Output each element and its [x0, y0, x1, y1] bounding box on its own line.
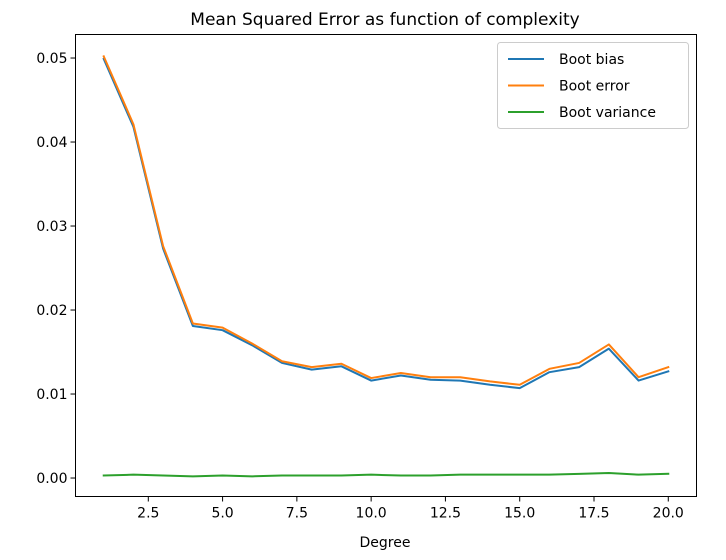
legend-label-boot-bias: Boot bias	[559, 52, 624, 68]
x-tick-label: 20.0	[653, 506, 684, 522]
chart-title: Mean Squared Error as function of comple…	[190, 10, 579, 30]
legend-label-boot-variance: Boot variance	[559, 105, 656, 121]
y-tick-label: 0.04	[36, 135, 67, 151]
y-tick-label: 0.05	[36, 51, 67, 67]
series-line-boot-variance	[102, 471, 670, 478]
legend-label-boot-error: Boot error	[559, 79, 630, 95]
plot-area-frame	[75, 34, 697, 497]
x-axis: 2.5 5.0 7.5 10.0 12.5 15.0 17.5 20.0	[137, 496, 684, 522]
y-tick-label: 0.00	[36, 471, 67, 487]
series-line-boot-error	[102, 55, 670, 386]
x-axis-label: Degree	[360, 535, 411, 551]
legend-frame	[497, 42, 689, 129]
series-line-boot-bias	[102, 57, 670, 390]
plot-lines	[102, 55, 670, 478]
y-tick-label: 0.01	[36, 387, 67, 403]
x-tick-label: 7.5	[286, 506, 308, 522]
x-tick-label: 12.5	[430, 506, 461, 522]
x-tick-label: 10.0	[356, 506, 387, 522]
y-axis: 0.00 0.01 0.02 0.03 0.04 0.05	[36, 51, 76, 487]
y-tick-label: 0.03	[36, 219, 67, 235]
x-tick-label: 15.0	[504, 506, 535, 522]
x-tick-label: 5.0	[211, 506, 233, 522]
x-tick-label: 17.5	[578, 506, 609, 522]
legend: Boot bias Boot error Boot variance	[497, 42, 689, 129]
x-tick-label: 2.5	[137, 506, 159, 522]
y-tick-label: 0.02	[36, 303, 67, 319]
